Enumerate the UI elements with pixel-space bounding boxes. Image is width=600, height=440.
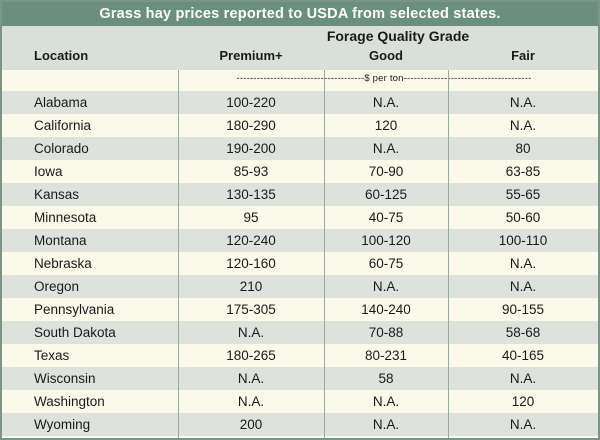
location-cell: Nebraska <box>34 256 92 271</box>
location-cell: Washington <box>34 394 105 409</box>
table-row: Iowa 85-93 70-90 63-85 <box>2 160 598 183</box>
table-row: Wisconsin N.A. 58 N.A. <box>2 367 598 390</box>
good-cell: 60-125 <box>364 187 408 202</box>
good-cell: N.A. <box>372 417 400 432</box>
fair-cell: 80 <box>515 141 531 156</box>
fair-cell: 100-110 <box>498 233 548 248</box>
fair-cell: 58-68 <box>505 325 541 340</box>
grade-group-header: Forage Quality Grade <box>326 28 470 44</box>
location-cell: California <box>34 118 92 133</box>
good-cell: 58 <box>378 371 394 386</box>
premium-cell: 175-305 <box>226 302 276 317</box>
premium-cell: 180-290 <box>226 118 276 133</box>
location-cell: Montana <box>34 233 87 248</box>
premium-column-header: Premium+ <box>219 48 283 63</box>
table-row: Oregon 210 N.A. N.A. <box>2 275 598 298</box>
table-row: Washington N.A. N.A. 120 <box>2 390 598 413</box>
premium-cell: 85-93 <box>233 164 269 179</box>
table-title: Grass hay prices reported to USDA from s… <box>2 2 598 26</box>
good-cell: 140-240 <box>361 302 411 317</box>
premium-cell: 120-160 <box>226 256 276 271</box>
premium-cell: 190-200 <box>226 141 276 156</box>
premium-cell: 120-240 <box>226 233 276 248</box>
fair-cell: 50-60 <box>505 210 541 225</box>
premium-cell: 95 <box>243 210 259 225</box>
table-row: Pennsylvania 175-305 140-240 90-155 <box>2 298 598 321</box>
location-cell: Pennsylvania <box>34 302 115 317</box>
fair-cell: 90-155 <box>501 302 545 317</box>
premium-cell: 210 <box>239 279 263 294</box>
units-row: --------------------------------------$ … <box>2 70 598 91</box>
fair-cell: N.A. <box>509 256 537 271</box>
table-row: Nebraska 120-160 60-75 N.A. <box>2 252 598 275</box>
location-cell: South Dakota <box>34 325 116 340</box>
location-cell: Minnesota <box>34 210 97 225</box>
good-cell: 80-231 <box>364 348 408 363</box>
good-column-header: Good <box>369 48 403 63</box>
units-label: --------------------------------------$ … <box>236 73 532 84</box>
table-row: Kansas 130-135 60-125 55-65 <box>2 183 598 206</box>
good-cell: 120 <box>374 118 398 133</box>
location-cell: Colorado <box>34 141 89 156</box>
good-cell: 70-88 <box>368 325 404 340</box>
premium-cell: 100-220 <box>226 95 276 110</box>
table-row: South Dakota N.A. 70-88 58-68 <box>2 321 598 344</box>
fair-cell: N.A. <box>509 118 537 133</box>
premium-cell: N.A. <box>237 325 265 340</box>
good-cell: 70-90 <box>368 164 404 179</box>
location-cell: Kansas <box>34 187 80 202</box>
location-column-header: Location <box>34 48 89 63</box>
table-row: Colorado 190-200 N.A. 80 <box>2 137 598 160</box>
premium-cell: 130-135 <box>226 187 276 202</box>
location-cell: Iowa <box>34 164 63 179</box>
table-row: Texas 180-265 80-231 40-165 <box>2 344 598 367</box>
good-cell: N.A. <box>372 141 400 156</box>
good-cell: N.A. <box>372 279 400 294</box>
table-row: Wyoming 200 N.A. N.A. <box>2 413 598 436</box>
fair-cell: N.A. <box>509 95 537 110</box>
premium-cell: 200 <box>239 417 263 432</box>
good-cell: 40-75 <box>368 210 404 225</box>
fair-cell: 55-65 <box>505 187 541 202</box>
fair-cell: 120 <box>511 394 535 409</box>
premium-cell: N.A. <box>237 371 265 386</box>
premium-cell: N.A. <box>237 394 265 409</box>
location-cell: Wisconsin <box>34 371 96 386</box>
table-row: Montana 120-240 100-120 100-110 <box>2 229 598 252</box>
column-divider <box>448 70 449 438</box>
premium-cell: 180-265 <box>226 348 276 363</box>
fair-cell: N.A. <box>509 417 537 432</box>
location-cell: Wyoming <box>34 417 91 432</box>
table-row: Alabama 100-220 N.A. N.A. <box>2 91 598 114</box>
table-row: California 180-290 120 N.A. <box>2 114 598 137</box>
table-header: Forage Quality Grade Location Premium+ G… <box>2 26 598 70</box>
column-divider <box>324 70 325 438</box>
good-cell: N.A. <box>372 95 400 110</box>
fair-column-header: Fair <box>511 48 535 63</box>
good-cell: 60-75 <box>368 256 404 271</box>
table-body: Alabama 100-220 N.A. N.A. California 180-290 1… <box>2 91 598 436</box>
good-cell: N.A. <box>372 394 400 409</box>
good-cell: 100-120 <box>361 233 411 248</box>
location-cell: Texas <box>34 348 70 363</box>
location-cell: Oregon <box>34 279 80 294</box>
fair-cell: 63-85 <box>505 164 541 179</box>
fair-cell: N.A. <box>509 279 537 294</box>
location-cell: Alabama <box>34 95 88 110</box>
column-divider <box>178 70 179 438</box>
fair-cell: N.A. <box>509 371 537 386</box>
fair-cell: 40-165 <box>501 348 545 363</box>
table-row: Minnesota 95 40-75 50-60 <box>2 206 598 229</box>
